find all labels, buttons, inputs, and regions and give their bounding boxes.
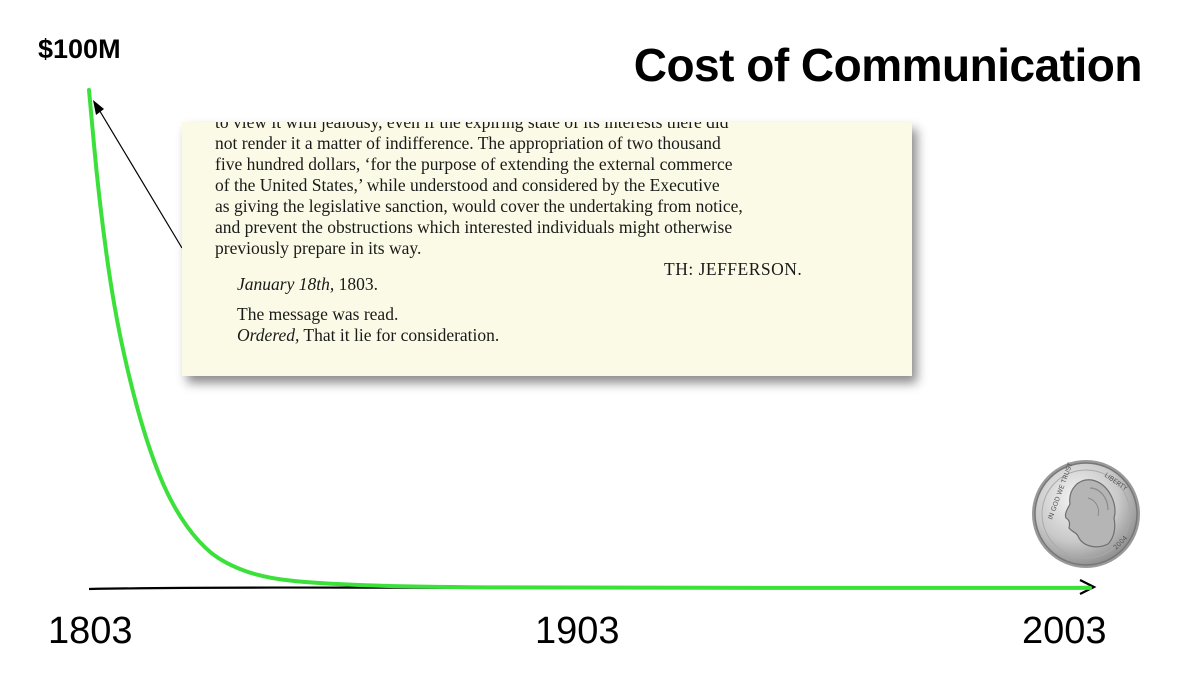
document-line: to view it with jealousy, even if the ex… — [215, 122, 729, 132]
document-message: The message was read. Ordered, That it l… — [237, 304, 499, 346]
historical-document-excerpt: to view it with jealousy, even if the ex… — [182, 122, 912, 376]
document-line: as giving the legislative sanction, woul… — [215, 196, 743, 216]
document-line: previously prepare in its way. — [215, 238, 422, 258]
x-tick-label: 1803 — [48, 610, 133, 652]
document-ordered-line: Ordered, That it lie for consideration. — [237, 325, 499, 346]
document-date-year: 1803. — [334, 274, 378, 294]
y-max-label: $100M — [38, 34, 121, 64]
document-line: not render it a matter of indifference. … — [215, 133, 721, 153]
document-message-line: The message was read. — [237, 304, 399, 324]
document-line: five hundred dollars, ‘for the purpose o… — [215, 154, 733, 174]
document-paragraph: to view it with jealousy, even if the ex… — [215, 122, 905, 259]
document-ordered-italic: Ordered, — [237, 325, 300, 345]
document-date-italic: January 18th, — [237, 274, 335, 294]
x-tick-label: 2003 — [1022, 610, 1107, 652]
chart-title: Cost of Communication — [633, 39, 1143, 91]
x-tick-label: 1903 — [535, 610, 620, 652]
document-signature: TH: JEFFERSON. — [664, 259, 803, 279]
arrow-pointer-line — [97, 107, 183, 249]
document-date: January 18th, 1803. — [237, 274, 378, 295]
document-ordered-rest: That it lie for consideration. — [299, 325, 500, 345]
arrow-pointer-head — [93, 100, 104, 115]
cost-line-series — [87, 88, 1092, 590]
document-line: of the United States,’ while understood … — [215, 175, 720, 195]
document-line: and prevent the obstructions which inter… — [215, 217, 733, 237]
nickel-coin-icon: IN GOD WE TRUST LIBERTY 2004 — [1032, 460, 1140, 568]
x-axis-arrowhead — [1079, 579, 1097, 595]
